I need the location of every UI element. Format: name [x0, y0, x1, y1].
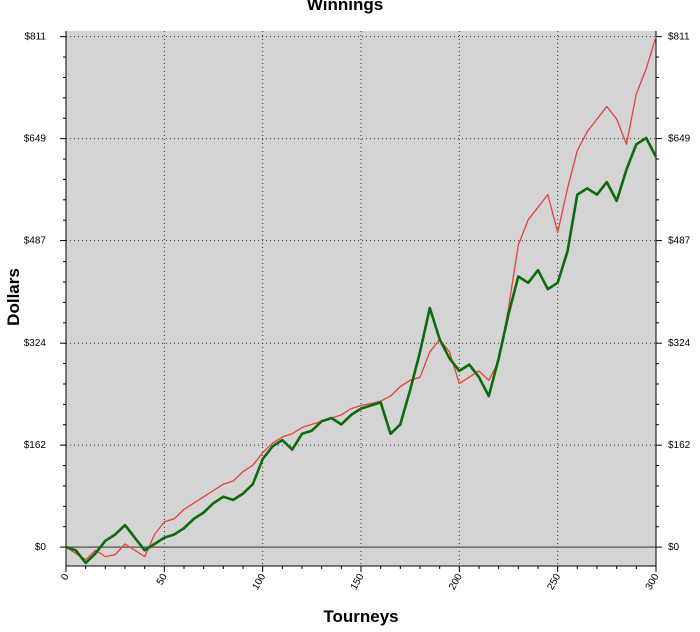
y-tick-label-left: $162	[24, 440, 47, 451]
x-tick-label: 200	[447, 572, 465, 592]
y-tick-label-right: $0	[668, 542, 680, 553]
y-tick-label-right: $811	[668, 32, 690, 43]
x-axis-title: Tourneys	[323, 607, 398, 626]
y-tick-label-left: $0	[35, 542, 47, 553]
x-tick-label: 0	[59, 572, 72, 583]
x-tick-label: 100	[250, 572, 268, 592]
x-tick-label: 250	[545, 572, 563, 592]
y-tick-label-right: $162	[668, 440, 691, 451]
y-tick-label-right: $324	[668, 338, 691, 349]
y-tick-label-left: $324	[24, 338, 47, 349]
y-tick-label-left: $487	[24, 236, 47, 247]
y-tick-label-right: $649	[668, 134, 691, 145]
y-tick-label-left: $811	[24, 32, 46, 43]
y-tick-label-left: $649	[24, 134, 47, 145]
series-line-green	[65, 136, 658, 565]
chart-title: Winnings	[307, 0, 383, 14]
axes	[60, 31, 662, 572]
x-tick-label: 300	[644, 572, 662, 592]
y-tick-label-right: $487	[668, 236, 691, 247]
series-layer	[65, 36, 658, 565]
y-axis-title: Dollars	[4, 268, 23, 326]
x-tick-label: 150	[349, 572, 367, 592]
x-tick-label: 50	[155, 572, 170, 588]
series-line-red	[65, 36, 657, 561]
plot-area	[66, 31, 656, 566]
